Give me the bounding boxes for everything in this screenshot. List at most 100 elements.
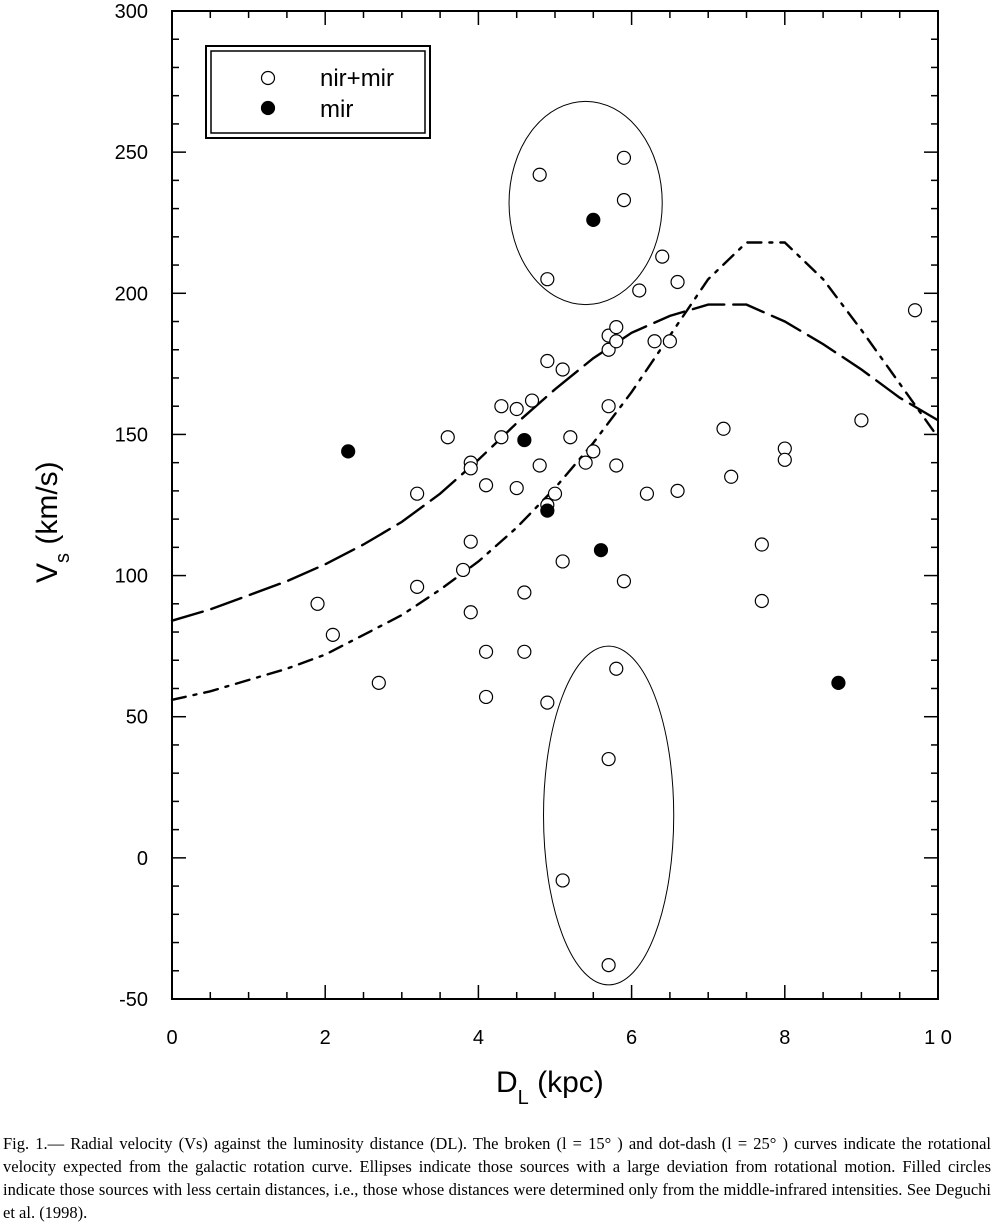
point-nir-mir (440, 430, 455, 445)
x-tick-label: 2 (320, 1027, 331, 1049)
point-nir-mir (509, 480, 524, 496)
y-tick-label: 300 (115, 1, 148, 23)
point-nir-mir (540, 353, 555, 369)
y-tick-label: 100 (115, 566, 148, 588)
point-nir-mir (540, 695, 555, 710)
point-nir-mir (609, 320, 624, 335)
point-nir-mir (509, 401, 524, 417)
point-mir (586, 212, 601, 227)
x-axis-title-unit: (kpc) (529, 1066, 604, 1099)
point-nir-mir (616, 193, 632, 208)
svg-text:DL (kpc): DL (kpc) (496, 1066, 604, 1109)
legend-label-mir: mir (320, 96, 353, 123)
y-axis-title-unit: (km/s) (31, 461, 64, 553)
figure-caption: Fig. 1.— Radial velocity (Vs) against th… (3, 1134, 991, 1222)
point-nir-mir (754, 593, 769, 609)
y-tick-label: 200 (115, 283, 148, 305)
x-tick-label: 4 (473, 1027, 484, 1049)
y-tick-label: -50 (119, 989, 148, 1011)
point-nir-mir (494, 399, 509, 414)
point-nir-mir (547, 486, 563, 501)
point-nir-mir (724, 469, 739, 484)
point-mir (540, 503, 555, 518)
legend-open-marker (260, 70, 276, 86)
legend-label-nir-mir: nir+mir (320, 65, 394, 92)
point-nir-mir (601, 958, 616, 973)
point-nir-mir (601, 751, 616, 767)
point-nir-mir (601, 399, 616, 414)
x-tick-label: 1 0 (924, 1027, 952, 1049)
point-nir-mir (586, 444, 601, 459)
point-mir (517, 432, 532, 448)
y-tick-label: 50 (126, 707, 148, 729)
y-tick-label: 250 (115, 142, 148, 164)
tick-marks (171, 10, 939, 1000)
point-nir-mir (517, 644, 532, 659)
x-tick-label: 8 (779, 1027, 790, 1049)
point-nir-mir (662, 334, 678, 349)
deviation-ellipse (543, 645, 675, 986)
legend: nir+mir mir (205, 45, 431, 139)
point-nir-mir (532, 167, 547, 182)
y-axis-title-sub: s (52, 553, 74, 563)
point-nir-mir (777, 452, 792, 467)
point-nir-mir (555, 362, 570, 377)
legend-border-outer (205, 45, 431, 139)
point-nir-mir (532, 458, 547, 473)
y-axis-title: Vs (km/s) (31, 461, 74, 583)
point-nir-mir (716, 421, 731, 436)
x-tick-label: 0 (166, 1027, 177, 1049)
point-nir-mir (371, 675, 386, 690)
point-nir-mir (563, 430, 578, 445)
y-tick-label: 0 (137, 848, 148, 870)
point-nir-mir (907, 303, 923, 318)
point-nir-mir (463, 605, 478, 620)
point-nir-mir (670, 483, 685, 498)
point-nir-mir (517, 585, 532, 600)
point-nir-mir (540, 272, 555, 287)
svg-text:Vs (km/s): Vs (km/s) (31, 461, 74, 583)
point-nir-mir (616, 150, 632, 165)
x-axis-title-main: D (496, 1066, 518, 1099)
point-nir-mir (555, 554, 570, 569)
legend-border-inner (210, 50, 426, 134)
point-nir-mir (478, 478, 494, 493)
point-nir-mir (616, 574, 632, 589)
point-nir-mir (555, 873, 570, 888)
point-nir-mir (754, 537, 769, 552)
point-nir-mir (524, 393, 540, 408)
x-tick-label: 6 (626, 1027, 637, 1049)
point-nir-mir (478, 689, 494, 705)
point-mir (341, 444, 356, 459)
x-axis-title-sub: L (518, 1087, 529, 1109)
plot-frame (171, 10, 939, 1000)
x-axis-title: DL (kpc) (496, 1066, 604, 1109)
point-nir-mir (494, 430, 509, 445)
point-nir-mir (609, 458, 624, 473)
point-nir-mir (478, 644, 494, 659)
point-nir-mir (578, 455, 593, 470)
legend-filled-marker (260, 100, 276, 116)
point-nir-mir (455, 562, 471, 578)
broken-curve (170, 303, 940, 622)
point-nir-mir (655, 249, 670, 264)
rotation-curves (170, 241, 940, 701)
point-nir-mir (325, 627, 340, 642)
point-nir-mir (609, 334, 624, 349)
point-nir-mir (854, 413, 869, 428)
data-points (310, 150, 923, 973)
point-nir-mir (647, 334, 662, 349)
point-nir-mir (463, 534, 478, 549)
point-nir-mir (670, 274, 685, 290)
point-nir-mir (639, 486, 655, 501)
y-axis-title-main: V (31, 563, 64, 583)
ellipses (508, 100, 675, 986)
point-nir-mir (463, 461, 478, 476)
point-mir (593, 543, 609, 558)
point-nir-mir (410, 579, 425, 594)
point-nir-mir (410, 486, 425, 501)
point-mir (831, 675, 846, 690)
point-nir-mir (310, 596, 325, 611)
